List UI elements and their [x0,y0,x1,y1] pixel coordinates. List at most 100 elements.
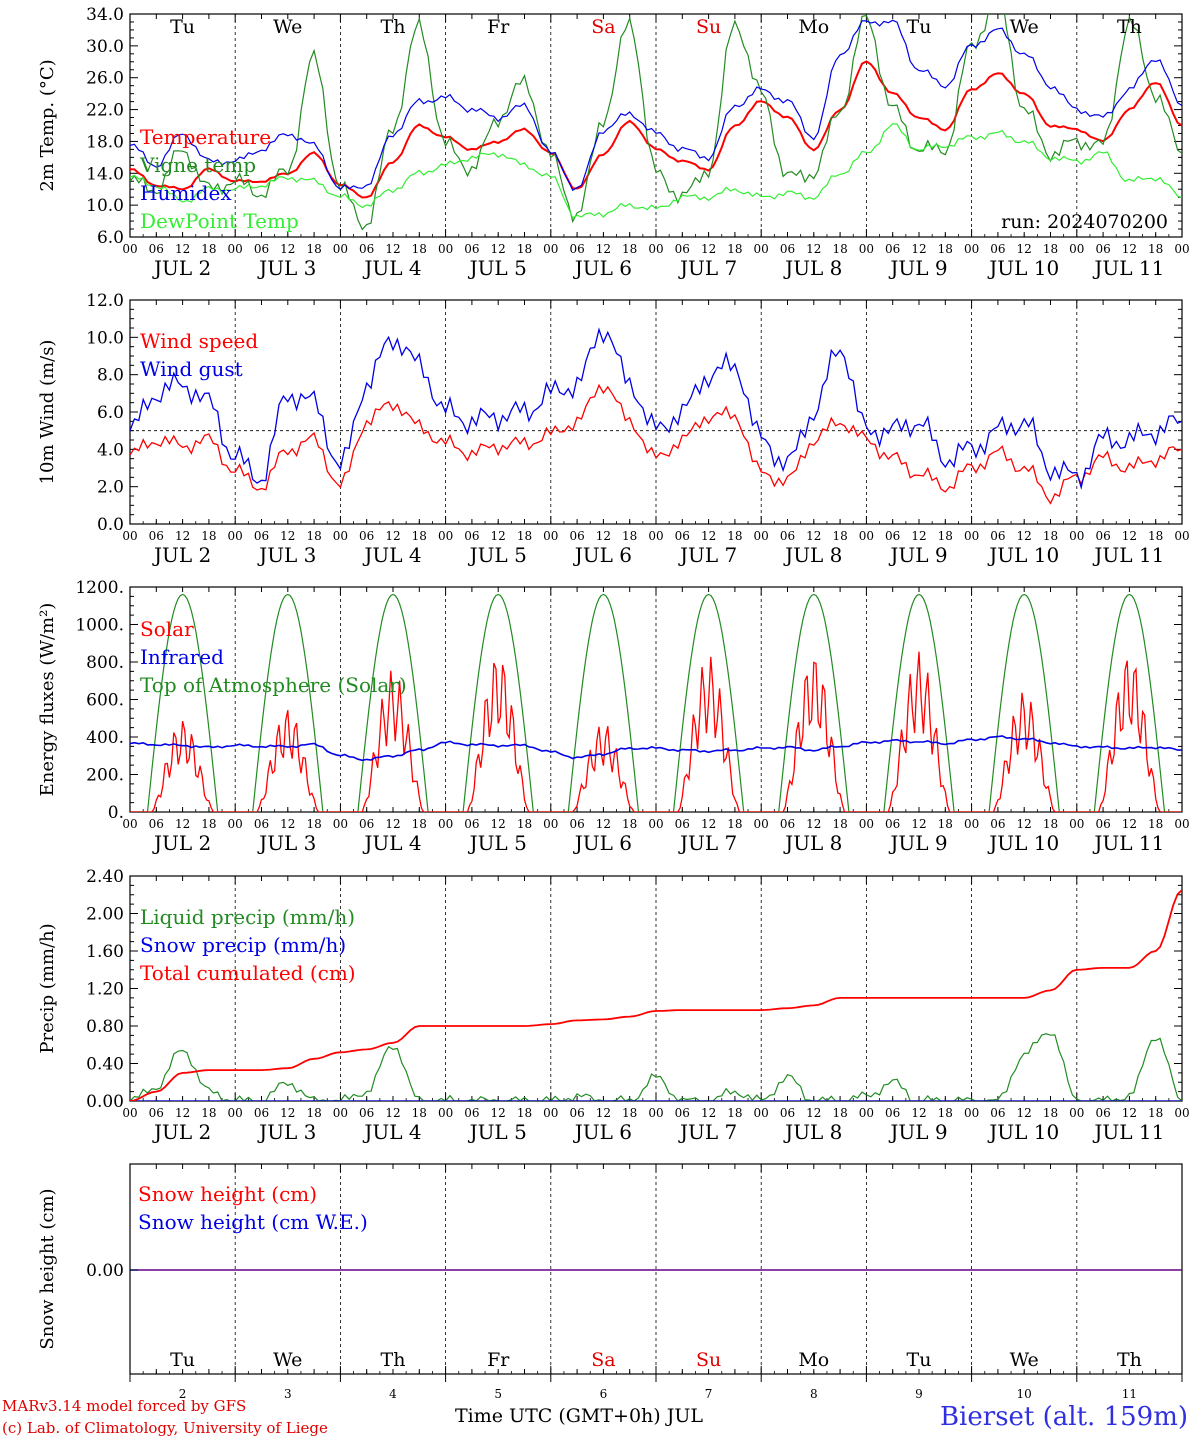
hour-tick-label: 06 [149,242,164,256]
hour-tick-label: 18 [1148,242,1163,256]
hour-tick-label: 12 [596,242,611,256]
hour-tick-label: 00 [543,817,558,831]
legend-liquid-precip-mm-h-: Liquid precip (mm/h) [140,905,355,929]
hour-tick-label: 00 [122,242,137,256]
run-label: run: 2024070200 [1001,211,1168,233]
y-tick-label: 22.0 [86,101,124,121]
hour-tick-label: 18 [306,529,321,543]
day-name-label: We [273,1349,302,1371]
hour-tick-label: 00 [228,242,243,256]
hour-tick-label: 00 [543,529,558,543]
date-label: JUL 10 [987,256,1059,280]
series-humidex [130,19,1182,192]
hour-tick-label: 12 [911,817,926,831]
legend-temperature: Temperature [140,125,271,149]
date-label: JUL 5 [468,543,527,567]
hour-tick-label: 12 [1017,1106,1032,1120]
hour-tick-label: 00 [1174,1106,1189,1120]
legend-snow-precip-mm-h-: Snow precip (mm/h) [140,933,346,957]
hour-tick-label: 06 [990,242,1005,256]
hour-tick-label: 12 [280,1106,295,1120]
hour-tick-label: 06 [780,817,795,831]
hour-tick-label: 00 [754,242,769,256]
hour-tick-label: 18 [727,817,742,831]
legend-wind-gust: Wind gust [140,357,243,381]
hour-tick-label: 06 [359,1106,374,1120]
day-number-label: 10 [1017,1387,1032,1401]
hour-tick-label: 12 [280,529,295,543]
date-label: JUL 2 [152,256,211,280]
date-label: JUL 11 [1092,543,1164,567]
legend-infrared: Infrared [140,645,224,669]
hour-tick-label: 12 [1122,242,1137,256]
hour-tick-label: 06 [464,529,479,543]
y-tick-label: 0.00 [86,1261,124,1281]
y-tick-label: 18.0 [86,132,124,152]
hour-tick-label: 00 [754,1106,769,1120]
day-name-label: Su [696,1349,721,1371]
y-tick-label: 600. [86,691,124,711]
day-number-label: 9 [915,1387,923,1401]
day-name-label: Mo [798,16,829,38]
hour-tick-label: 06 [885,242,900,256]
hour-tick-label: 18 [727,242,742,256]
hour-tick-label: 18 [1148,529,1163,543]
date-label: JUL 4 [362,543,421,567]
y-tick-label: 6.0 [97,403,124,423]
day-name-label: Th [381,1349,406,1371]
date-label: JUL 9 [888,543,947,567]
hour-tick-label: 00 [122,529,137,543]
hour-tick-label: 06 [780,242,795,256]
date-label: JUL 7 [678,543,737,567]
hour-tick-label: 18 [306,242,321,256]
hour-tick-label: 12 [385,242,400,256]
station-name: Bierset (alt. 159m) [939,1402,1188,1432]
date-label: JUL 3 [257,1120,316,1144]
date-label: JUL 4 [362,1120,421,1144]
hour-tick-label: 18 [622,529,637,543]
hour-tick-label: 00 [754,817,769,831]
day-name-label: Th [1117,16,1142,38]
hour-tick-label: 00 [1069,242,1084,256]
hour-tick-label: 12 [491,242,506,256]
series-infrared [130,735,1182,762]
hour-tick-label: 12 [280,817,295,831]
hour-tick-label: 12 [701,1106,716,1120]
hour-tick-label: 00 [1174,242,1189,256]
series-solar [130,651,1182,812]
hour-tick-label: 18 [1043,242,1058,256]
hour-tick-label: 12 [175,817,190,831]
hour-tick-label: 00 [543,1106,558,1120]
day-name-label: Tu [170,1349,195,1371]
hour-tick-label: 00 [333,817,348,831]
day-name-label: Fr [487,16,510,38]
y-tick-label: 0.0 [97,515,124,535]
legend-total-cumulated-cm-: Total cumulated (cm) [140,961,356,985]
hour-tick-label: 00 [1174,817,1189,831]
hour-tick-label: 12 [806,817,821,831]
y-tick-label: 30.0 [86,37,124,57]
hour-tick-label: 00 [648,817,663,831]
date-label: JUL 8 [783,543,842,567]
date-label: JUL 2 [152,831,211,855]
legend-snow-height-cm-w-e-: Snow height (cm W.E.) [138,1210,368,1234]
date-label: JUL 4 [362,256,421,280]
series-top-of-atmosphere-solar [130,593,1182,812]
day-name-label: Mo [798,1349,829,1371]
hour-tick-label: 18 [517,1106,532,1120]
hour-tick-label: 18 [1148,1106,1163,1120]
hour-tick-label: 06 [675,817,690,831]
hour-tick-label: 06 [990,817,1005,831]
date-label: JUL 3 [257,831,316,855]
y-tick-label: 1000. [75,616,124,636]
hour-tick-label: 06 [359,242,374,256]
hour-tick-label: 18 [832,242,847,256]
hour-tick-label: 06 [149,817,164,831]
panel-frame [129,586,1183,813]
hour-tick-label: 00 [228,817,243,831]
date-label: JUL 3 [257,543,316,567]
hour-tick-label: 06 [885,529,900,543]
series-liquid-precip-mm-h- [130,1033,1182,1101]
day-name-label: Fr [487,1349,510,1371]
hour-tick-label: 18 [727,529,742,543]
